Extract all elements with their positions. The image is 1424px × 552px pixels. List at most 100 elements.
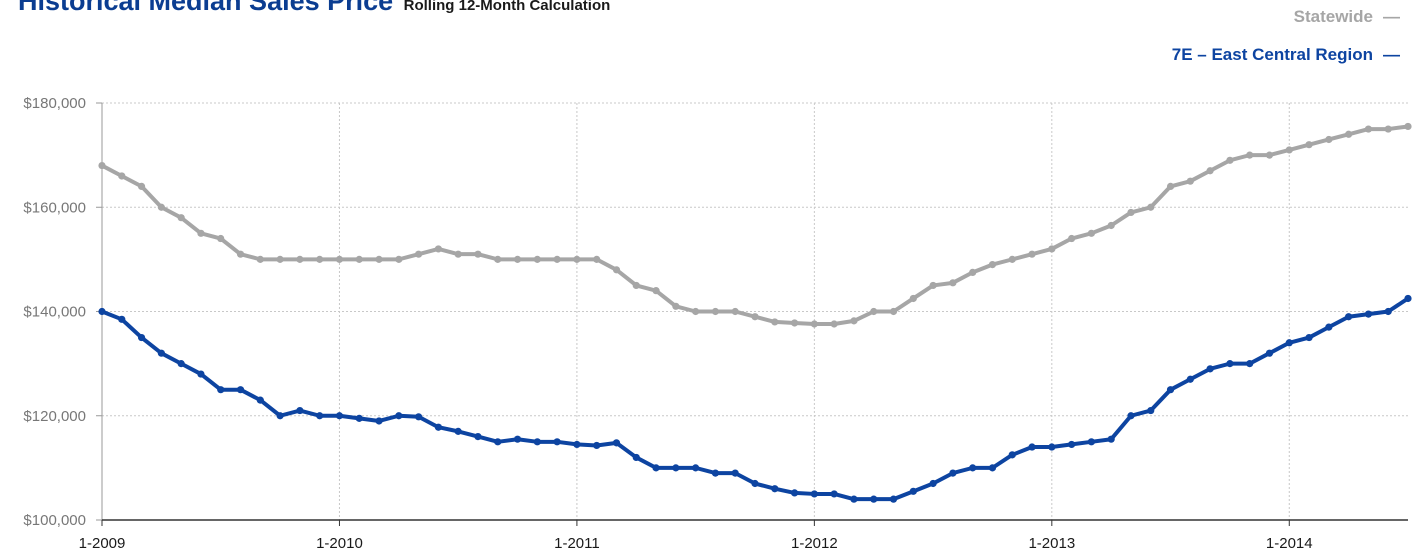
data-point-east-central bbox=[751, 479, 759, 488]
data-point-east-central bbox=[1364, 310, 1373, 318]
data-point-east-central bbox=[850, 495, 858, 503]
data-point-statewide bbox=[316, 255, 324, 263]
y-tick-label: $100,000 bbox=[23, 512, 86, 529]
x-tick-label: 1-2010 bbox=[316, 535, 363, 552]
data-point-statewide bbox=[632, 281, 640, 290]
data-point-statewide bbox=[553, 255, 561, 263]
data-point-statewide bbox=[217, 234, 225, 243]
data-point-statewide bbox=[751, 313, 759, 321]
data-point-statewide bbox=[731, 307, 739, 316]
data-point-east-central bbox=[731, 469, 739, 477]
data-point-east-central bbox=[711, 469, 720, 477]
data-point-statewide bbox=[1364, 125, 1373, 133]
data-point-east-central bbox=[1384, 307, 1392, 316]
data-point-east-central bbox=[593, 441, 601, 450]
series-east-central bbox=[98, 294, 1412, 503]
data-point-east-central bbox=[929, 479, 937, 488]
data-point-statewide bbox=[157, 203, 165, 211]
data-point-statewide bbox=[929, 281, 937, 290]
data-point-statewide bbox=[1147, 203, 1155, 211]
legend-swatch-east-central: — bbox=[1383, 45, 1400, 64]
y-axis-ticks: $100,000 $120,000 $140,000 $160,000 $180,000 bbox=[23, 95, 102, 529]
data-point-statewide bbox=[1265, 151, 1274, 159]
y-tick-label: $160,000 bbox=[23, 199, 86, 216]
chart-subtitle: Rolling 12-Month Calculation bbox=[403, 0, 611, 14]
data-point-statewide bbox=[1186, 177, 1194, 185]
series-line-statewide bbox=[100, 124, 1410, 327]
data-point-east-central bbox=[474, 433, 482, 441]
data-point-statewide bbox=[969, 268, 977, 277]
chart-title: Historical Median Sales Price bbox=[18, 0, 394, 16]
data-point-statewide bbox=[593, 255, 601, 263]
data-point-statewide bbox=[118, 172, 126, 180]
data-point-east-central bbox=[513, 435, 522, 443]
data-point-statewide bbox=[1345, 130, 1353, 138]
data-point-statewide bbox=[533, 255, 541, 263]
data-point-statewide bbox=[949, 279, 957, 287]
data-point-east-central bbox=[553, 438, 561, 446]
data-point-statewide bbox=[1285, 146, 1293, 154]
data-point-east-central bbox=[177, 360, 185, 368]
data-point-statewide bbox=[850, 317, 858, 325]
data-point-statewide bbox=[1246, 151, 1254, 159]
x-tick-label: 1-2011 bbox=[554, 535, 600, 552]
data-point-east-central bbox=[256, 396, 264, 404]
data-point-statewide bbox=[335, 255, 344, 263]
data-point-statewide bbox=[672, 302, 680, 310]
data-point-east-central bbox=[1345, 313, 1353, 321]
data-point-statewide bbox=[573, 255, 581, 263]
data-point-east-central bbox=[632, 453, 640, 462]
series-statewide bbox=[98, 122, 1412, 328]
data-point-statewide bbox=[1087, 229, 1095, 237]
data-point-statewide bbox=[889, 307, 898, 316]
data-point-east-central bbox=[810, 490, 818, 498]
data-point-statewide bbox=[1166, 182, 1175, 190]
data-point-east-central bbox=[652, 464, 660, 472]
data-point-east-central bbox=[118, 315, 126, 323]
data-point-east-central bbox=[889, 495, 898, 503]
legend-label-statewide: Statewide bbox=[1293, 7, 1373, 26]
data-point-statewide bbox=[98, 161, 106, 170]
data-point-east-central bbox=[1166, 386, 1175, 394]
data-point-statewide bbox=[375, 255, 383, 263]
data-point-statewide bbox=[434, 245, 442, 253]
data-point-statewide bbox=[454, 250, 462, 258]
data-point-east-central bbox=[870, 495, 878, 503]
data-point-east-central bbox=[434, 423, 442, 431]
legend-label-east-central: 7E – East Central Region bbox=[1171, 45, 1373, 64]
data-point-east-central bbox=[276, 412, 284, 420]
data-point-east-central bbox=[1305, 333, 1313, 342]
data-point-statewide bbox=[236, 250, 245, 258]
data-point-statewide bbox=[1226, 156, 1234, 164]
data-point-statewide bbox=[137, 182, 146, 190]
data-point-east-central bbox=[533, 438, 541, 446]
data-point-east-central bbox=[949, 469, 957, 477]
data-point-statewide bbox=[711, 307, 720, 316]
data-point-statewide bbox=[395, 255, 403, 263]
data-point-east-central bbox=[830, 490, 838, 498]
data-point-statewide bbox=[474, 250, 482, 258]
data-point-statewide bbox=[415, 250, 423, 258]
legend-swatch-statewide: — bbox=[1383, 7, 1400, 26]
data-point-statewide bbox=[1107, 221, 1115, 230]
data-point-east-central bbox=[157, 349, 165, 357]
data-point-east-central bbox=[909, 487, 917, 495]
data-point-east-central bbox=[969, 464, 977, 472]
data-point-east-central bbox=[1404, 294, 1412, 303]
y-tick-label: $120,000 bbox=[23, 408, 86, 425]
grid-lines bbox=[102, 102, 1408, 520]
data-point-east-central bbox=[1068, 440, 1076, 449]
x-tick-label: 1-2009 bbox=[79, 535, 126, 552]
chart-title-block: Historical Median Sales Price Rolling 12… bbox=[18, 0, 610, 17]
data-point-statewide bbox=[276, 255, 284, 263]
data-point-east-central bbox=[395, 412, 403, 420]
data-point-east-central bbox=[316, 412, 324, 420]
data-point-east-central bbox=[1147, 406, 1155, 415]
data-point-east-central bbox=[1246, 360, 1254, 368]
data-point-east-central bbox=[790, 489, 799, 497]
data-point-east-central bbox=[296, 406, 304, 415]
data-point-east-central bbox=[217, 386, 225, 394]
data-point-east-central bbox=[355, 414, 363, 422]
data-point-statewide bbox=[790, 319, 799, 327]
